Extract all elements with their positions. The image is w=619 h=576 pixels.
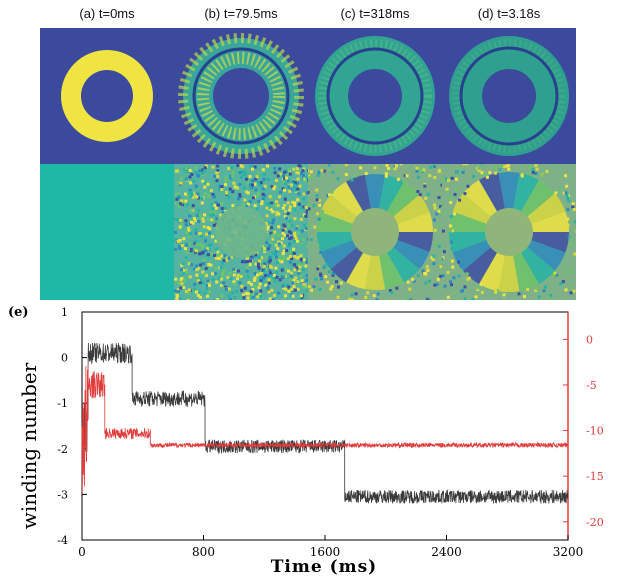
density-image-d xyxy=(442,28,576,164)
y-tick-label-right: 0 xyxy=(586,333,593,346)
y-axis-label-left: winding number xyxy=(17,362,41,529)
x-tick-label: 0 xyxy=(78,545,86,559)
winding-number-chart: (e) winding number Time (ms) 0 800 1600 240… xyxy=(8,305,604,576)
y-tick-label-left: -4 xyxy=(57,534,68,547)
y-tick-label-left: 1 xyxy=(61,306,68,319)
panel-title-d: (d) t=3.18s xyxy=(477,6,541,21)
y-tick-label-right: -15 xyxy=(586,470,604,483)
phase-image-c xyxy=(308,164,442,300)
x-tick-label: 3200 xyxy=(553,545,584,559)
winding-number-series xyxy=(81,342,569,504)
right-axis-series xyxy=(81,365,569,494)
x-tick-label: 1600 xyxy=(310,545,341,559)
panel-title-c: (c) t=318ms xyxy=(340,6,410,21)
y-tick-label-right: -10 xyxy=(586,425,604,438)
phase-image-b xyxy=(174,164,308,300)
plot-frame xyxy=(81,311,569,541)
density-image-c xyxy=(308,28,442,164)
phase-image-d xyxy=(442,164,576,300)
x-tick-label: 800 xyxy=(192,545,215,559)
y-tick-label-right: -5 xyxy=(586,379,597,392)
x-tick-label: 2400 xyxy=(431,545,462,559)
y-tick-label-left: -2 xyxy=(57,443,68,456)
density-image-b xyxy=(174,28,308,164)
y-tick-label-left: -1 xyxy=(57,397,68,410)
panel-label-e: (e) xyxy=(8,305,29,320)
panel-title-b: (b) t=79.5ms xyxy=(204,6,278,21)
x-axis-label: Time (ms) xyxy=(271,557,377,576)
phase-image-a xyxy=(40,164,174,300)
y-tick-label-right: -20 xyxy=(586,516,604,529)
panel-title-a: (a) t=0ms xyxy=(79,6,135,21)
y-tick-label-left: -3 xyxy=(57,488,68,501)
density-image-a xyxy=(40,28,174,164)
y-tick-label-left: 0 xyxy=(61,352,68,365)
